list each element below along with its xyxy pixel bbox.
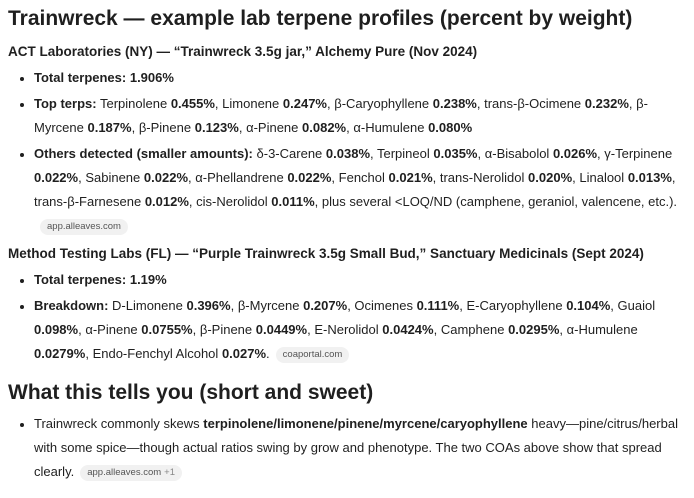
terpene-name: Terpinolene [99, 96, 168, 111]
terpene-value: 0.012% [144, 194, 189, 209]
lab1-others-items: δ-3-Carene 0.038%, Terpineol 0.035%, α-B… [34, 146, 676, 209]
terpene-value: 0.0449% [255, 322, 308, 337]
terpene-name: D-Limonene [112, 298, 183, 313]
lab1-others-label: Others detected (smaller amounts): [34, 146, 253, 161]
page-title: Trainwreck — example lab terpene profile… [8, 7, 633, 30]
terpene-name: trans-β-Farnesene [34, 194, 142, 209]
terpene-name: α-Humulene [566, 322, 638, 337]
source-chip[interactable]: coaportal.com [275, 347, 350, 363]
terpene-value: 0.111% [416, 298, 460, 313]
lab1-top-items: Terpinolene 0.455%, Limonene 0.247%, β-C… [34, 96, 648, 135]
lab1-total: Total terpenes: 1.906% [34, 66, 686, 90]
terpene-value: 0.396% [186, 298, 231, 313]
terpene-name: Linalool [579, 170, 625, 185]
lab1-total-label: Total terpenes: [34, 70, 127, 85]
lab2-heading: Method Testing Labs (FL) — “Purple Train… [8, 246, 644, 261]
source-chip-label: app.alleaves.com [87, 467, 162, 478]
terpene-value: 0.027% [221, 346, 267, 361]
terpene-name: Camphene [440, 322, 505, 337]
terpene-name: α-Phellandrene [195, 170, 284, 185]
lab1-list: Total terpenes: 1.906% Top terps: Terpin… [8, 66, 686, 238]
terpene-value: 0.455% [170, 96, 215, 111]
terpene-value: 0.123% [194, 120, 239, 135]
terpene-value: 0.0295% [508, 322, 560, 337]
terpene-name: α-Pinene [246, 120, 299, 135]
terpene-value: 0.013% [627, 170, 672, 185]
terpene-value: 0.022% [287, 170, 332, 185]
summary-pre: Trainwreck commonly skews [34, 416, 204, 431]
lab2-total-value: 1.19% [129, 272, 167, 287]
terpene-value: 0.247% [282, 96, 327, 111]
lab1-top-label: Top terps: [34, 96, 97, 111]
lab1-total-value: 1.906% [129, 70, 174, 85]
summary-item: Trainwreck commonly skews terpinolene/li… [34, 412, 686, 484]
terpene-name: trans-β-Ocimene [484, 96, 582, 111]
lab1-heading: ACT Laboratories (NY) — “Trainwreck 3.5g… [8, 44, 478, 59]
terpene-value: 0.022% [34, 170, 79, 185]
terpene-name: Endo-Fenchyl Alcohol [92, 346, 219, 361]
lab2-list: Total terpenes: 1.19% Breakdown: D-Limon… [8, 268, 686, 366]
terpene-name: Ocimenes [354, 298, 413, 313]
terpene-value: 0.038% [325, 146, 370, 161]
lab2-total-label: Total terpenes: [34, 272, 127, 287]
terpene-value: 0.0755% [141, 322, 193, 337]
terpene-value: 0.104% [566, 298, 611, 313]
terpene-name: β-Caryophyllene [334, 96, 430, 111]
terpene-value: 0.022% [143, 170, 188, 185]
lab2-breakdown: Breakdown: D-Limonene 0.396%, β-Myrcene … [34, 294, 686, 366]
lab1-others: Others detected (smaller amounts): δ-3-C… [34, 142, 686, 238]
terpene-name: δ-3-Carene [256, 146, 323, 161]
terpene-name: cis-Nerolidol [196, 194, 268, 209]
terpene-value: 0.080% [428, 120, 473, 135]
source-chip[interactable]: app.alleaves.com [40, 219, 128, 235]
terpene-name: Terpineol [377, 146, 430, 161]
terpene-value: 0.082% [302, 120, 347, 135]
source-chip[interactable]: app.alleaves.com +1 [80, 465, 182, 481]
terpene-name: β-Pinene [199, 322, 253, 337]
terpene-name: α-Bisabolol [484, 146, 550, 161]
terpene-name: E-Nerolidol [314, 322, 379, 337]
terpene-value: 0.0279% [34, 346, 86, 361]
terpene-name: Guaiol [617, 298, 656, 313]
terpene-value: 0.026% [552, 146, 598, 161]
terpene-value: 0.232% [584, 96, 629, 111]
terpene-name: E-Caryophyllene [466, 298, 563, 313]
terpene-value: 0.098% [34, 322, 79, 337]
lab1-others-tail: , plus several <LOQ/ND (camphene, gerani… [314, 194, 678, 209]
document: Trainwreck — example lab terpene profile… [0, 0, 694, 484]
terpene-name: α-Pinene [85, 322, 138, 337]
terpene-value: 0.011% [271, 194, 315, 209]
terpene-name: α-Humulene [353, 120, 425, 135]
lab2-breakdown-items: D-Limonene 0.396%, β-Myrcene 0.207%, Oci… [34, 298, 656, 361]
terpene-value: 0.0424% [382, 322, 434, 337]
lab2-total: Total terpenes: 1.19% [34, 268, 686, 292]
summary-list: Trainwreck commonly skews terpinolene/li… [8, 412, 686, 484]
terpene-value: 0.207% [303, 298, 348, 313]
terpene-value: 0.021% [388, 170, 433, 185]
terpene-value: 0.238% [432, 96, 477, 111]
terpene-name: β-Myrcene [34, 96, 648, 135]
terpene-name: Limonene [222, 96, 280, 111]
summary-heading: What this tells you (short and sweet) [8, 381, 374, 404]
terpene-name: trans-Nerolidol [439, 170, 525, 185]
summary-post: heavy—pine/citrus/herbal with some spice… [34, 416, 678, 479]
terpene-value: 0.020% [528, 170, 573, 185]
terpene-name: β-Pinene [138, 120, 192, 135]
source-chip-more: +1 [164, 467, 175, 478]
terpene-name: Sabinene [85, 170, 141, 185]
terpene-name: β-Myrcene [237, 298, 300, 313]
summary-bold: terpinolene/limonene/pinene/myrcene/cary… [203, 416, 528, 431]
lab1-top: Top terps: Terpinolene 0.455%, Limonene … [34, 92, 686, 140]
terpene-value: 0.187% [87, 120, 132, 135]
terpene-name: Fenchol [338, 170, 385, 185]
lab2-breakdown-label: Breakdown: [34, 298, 109, 313]
terpene-name: γ-Terpinene [604, 146, 673, 161]
terpene-value: 0.035% [433, 146, 478, 161]
lab2-breakdown-tail: . [266, 346, 270, 361]
